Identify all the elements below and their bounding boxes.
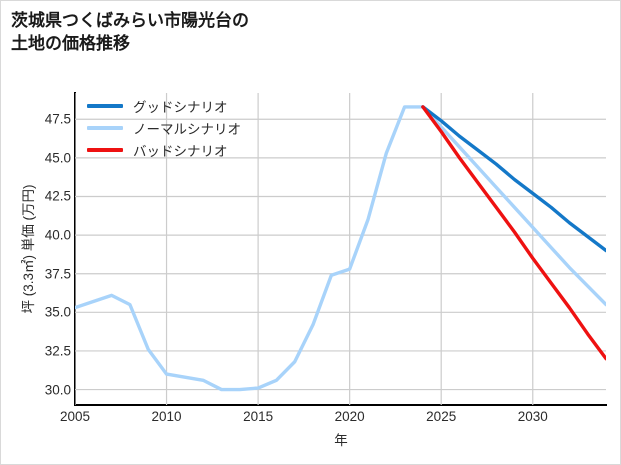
x-tick-label: 2020 <box>334 409 365 424</box>
plot-svg <box>75 93 606 405</box>
y-tick-label: 35.0 <box>44 304 71 320</box>
legend-label: バッドシナリオ <box>133 144 228 159</box>
y-tick-label: 37.5 <box>44 266 71 282</box>
legend-label: ノーマルシナリオ <box>133 122 241 137</box>
x-tick-label: 2015 <box>243 409 274 424</box>
x-tick-label: 2025 <box>426 409 457 424</box>
x-tick-label: 2030 <box>517 409 548 424</box>
x-axis-line <box>74 404 607 406</box>
series-line <box>421 105 606 361</box>
chart-title: 茨城県つくばみらい市陽光台の 土地の価格推移 <box>11 11 249 54</box>
legend-item: バッドシナリオ <box>87 139 297 161</box>
legend-swatch <box>87 104 123 108</box>
y-tick-label: 32.5 <box>44 343 71 359</box>
y-tick-label: 40.0 <box>44 227 71 243</box>
y-tick-label: 45.0 <box>44 150 71 166</box>
series-lines <box>75 105 606 392</box>
plot-area <box>75 93 606 405</box>
series-line <box>75 105 606 392</box>
legend-label: グッドシナリオ <box>133 100 228 115</box>
legend-swatch <box>87 126 123 130</box>
chart-legend: グッドシナリオ ノーマルシナリオ バッドシナリオ <box>87 95 297 161</box>
y-tick-label: 47.5 <box>44 111 71 127</box>
y-axis-title: 坪 (3.3㎡) 単価 (万円) <box>21 184 36 314</box>
y-tick-label: 30.0 <box>44 382 71 398</box>
y-tick-label: 42.5 <box>44 188 71 204</box>
x-tick-label: 2010 <box>151 409 182 424</box>
series-line <box>421 105 606 253</box>
gridlines <box>75 93 606 405</box>
y-tick-labels: 30.0 32.5 35.0 37.5 40.0 42.5 45.0 47.5 <box>1 1 71 464</box>
x-tick-label: 2005 <box>59 409 91 424</box>
legend-swatch <box>87 148 123 152</box>
legend-item: グッドシナリオ <box>87 95 297 117</box>
legend-item: ノーマルシナリオ <box>87 117 297 139</box>
x-axis-title: 年 <box>334 433 348 448</box>
